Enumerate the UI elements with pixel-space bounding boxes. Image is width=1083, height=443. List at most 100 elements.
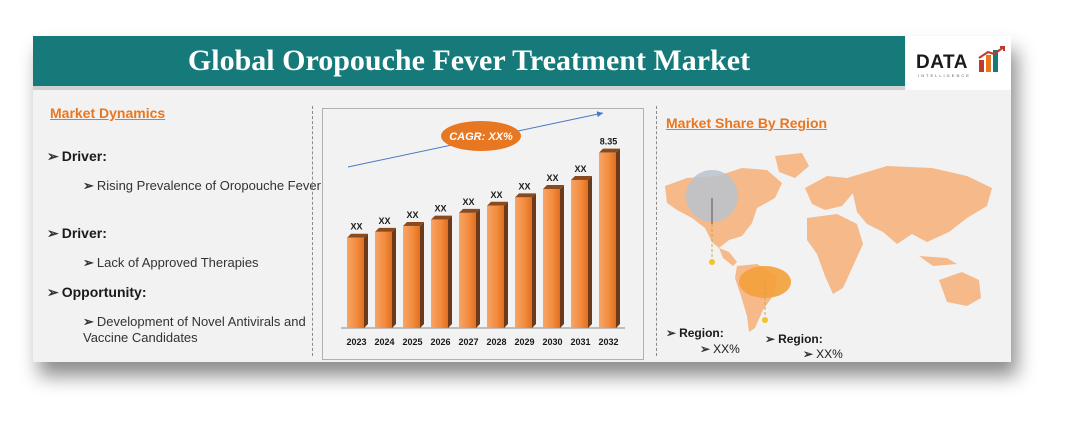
dynamics-detail-2: ➢ Lack of Approved Therapies [83, 255, 323, 271]
bar-2032 [599, 152, 616, 328]
tick-label-2031: 2031 [570, 337, 590, 347]
tick-label-2029: 2029 [514, 337, 534, 347]
europe-shape [805, 176, 853, 210]
bar-top-2030 [543, 184, 564, 189]
asia-shape [847, 166, 992, 244]
tick-label-2028: 2028 [486, 337, 506, 347]
bar-top-2025 [403, 221, 424, 226]
greenland-shape [775, 153, 809, 178]
arrow-icon: ➢ [700, 342, 711, 356]
bar-side-2027 [476, 208, 480, 328]
data-label-2027: XX [462, 197, 474, 207]
bar-side-2031 [588, 175, 592, 328]
tick-label-2027: 2027 [458, 337, 478, 347]
bar-side-2032 [616, 148, 620, 328]
dynamics-detail-text: Lack of Approved Therapies [96, 255, 259, 270]
tick-label-2023: 2023 [346, 337, 366, 347]
indonesia-shape [919, 256, 957, 266]
north-america-highlight [686, 170, 738, 222]
bar-2025 [403, 225, 420, 328]
bar-2030 [543, 188, 560, 328]
dynamics-type: Opportunity: [61, 284, 147, 300]
data-label-2030: XX [546, 173, 558, 183]
tick-label-2032: 2032 [598, 337, 618, 347]
bar-side-2023 [364, 233, 368, 328]
data-label-2024: XX [378, 216, 390, 226]
bar-chart: CAGR: XX% XX 2023 XX 2024 XX 2025 XX 2026 XX 2027… [341, 111, 625, 347]
data-label-2023: XX [350, 222, 362, 232]
dynamics-detail-text: Development of Novel Antivirals and Vacc… [83, 314, 306, 345]
region-value-text: XX% [816, 347, 843, 361]
bar-side-2028 [504, 201, 508, 328]
dynamics-detail-text: Rising Prevalence of Oropouche Fever [96, 178, 321, 193]
arrow-icon: ➢ [666, 326, 677, 340]
bar-2024 [375, 231, 392, 328]
header-banner: Global Oropouche Fever Treatment Market [33, 36, 905, 90]
region-label-2: ➢ Region: [765, 332, 823, 346]
data-label-2025: XX [406, 210, 418, 220]
bar-2027 [459, 212, 476, 328]
arrow-icon: ➢ [83, 178, 94, 193]
dynamics-item-driver-1: ➢ Driver: [47, 148, 107, 165]
tick-label-2024: 2024 [374, 337, 394, 347]
data-label-2031: XX [574, 164, 586, 174]
tick-label-2030: 2030 [542, 337, 562, 347]
bar-top-2026 [431, 215, 452, 220]
region-label-1: ➢ Region: [666, 326, 724, 340]
africa-shape [807, 214, 863, 294]
arrow-icon: ➢ [765, 332, 776, 346]
dynamics-detail-1: ➢ Rising Prevalence of Oropouche Fever [83, 178, 323, 194]
data-label-2028: XX [490, 190, 502, 200]
data-label-2032: 8.35 [600, 137, 618, 147]
arrow-icon: ➢ [47, 284, 59, 300]
bar-top-2032 [599, 148, 620, 153]
logo-bars-icon [978, 46, 1005, 72]
bar-top-2024 [375, 227, 396, 232]
divider-right [656, 106, 657, 356]
dynamics-item-opportunity: ➢ Opportunity: [47, 284, 147, 301]
market-dynamics-heading: Market Dynamics [50, 105, 166, 121]
world-map [665, 153, 992, 332]
arrow-icon: ➢ [47, 225, 59, 241]
bar-side-2029 [532, 193, 536, 328]
bar-2031 [571, 179, 588, 328]
dynamics-type: Driver: [61, 148, 107, 164]
leader-dot [709, 259, 715, 265]
logo: DATA INTELLIGENCE [906, 36, 1011, 90]
bar-2023 [347, 237, 364, 328]
logo-subtext: INTELLIGENCE [918, 73, 971, 78]
logo-text: DATA [916, 52, 968, 73]
bar-2026 [431, 219, 448, 328]
australia-shape [939, 272, 981, 306]
region-label-text: Region: [778, 332, 823, 346]
tick-label-2025: 2025 [402, 337, 422, 347]
region-value-2: ➢ XX% [803, 347, 843, 361]
arrow-icon: ➢ [803, 347, 814, 361]
cagr-label: CAGR: XX% [449, 131, 513, 143]
bar-chart-panel: CAGR: XX% XX 2023 XX 2024 XX 2025 XX 2026 XX 2027… [322, 108, 644, 360]
dynamics-item-driver-2: ➢ Driver: [47, 225, 107, 242]
cagr-ellipse [441, 121, 521, 151]
bar-2028 [487, 205, 504, 328]
bar-top-2031 [571, 175, 592, 180]
data-label-2029: XX [518, 181, 530, 191]
dynamics-type: Driver: [61, 225, 107, 241]
divider-left [312, 106, 313, 356]
tick-label-2026: 2026 [430, 337, 450, 347]
arrow-icon: ➢ [47, 148, 59, 164]
region-value-text: XX% [713, 342, 740, 356]
data-label-2026: XX [434, 204, 446, 214]
leader-dot [762, 317, 768, 323]
page-title: Global Oropouche Fever Treatment Market [187, 44, 751, 77]
central-america-shape [719, 248, 737, 266]
bar-top-2028 [487, 201, 508, 206]
bar-side-2025 [420, 221, 424, 328]
bar-top-2023 [347, 233, 368, 238]
bar-side-2024 [392, 227, 396, 328]
arrow-icon: ➢ [83, 255, 94, 270]
bar-side-2026 [448, 215, 452, 328]
arrow-icon: ➢ [83, 314, 94, 329]
bar-2029 [515, 197, 532, 328]
bar-side-2030 [560, 184, 564, 328]
region-value-1: ➢ XX% [700, 342, 740, 356]
